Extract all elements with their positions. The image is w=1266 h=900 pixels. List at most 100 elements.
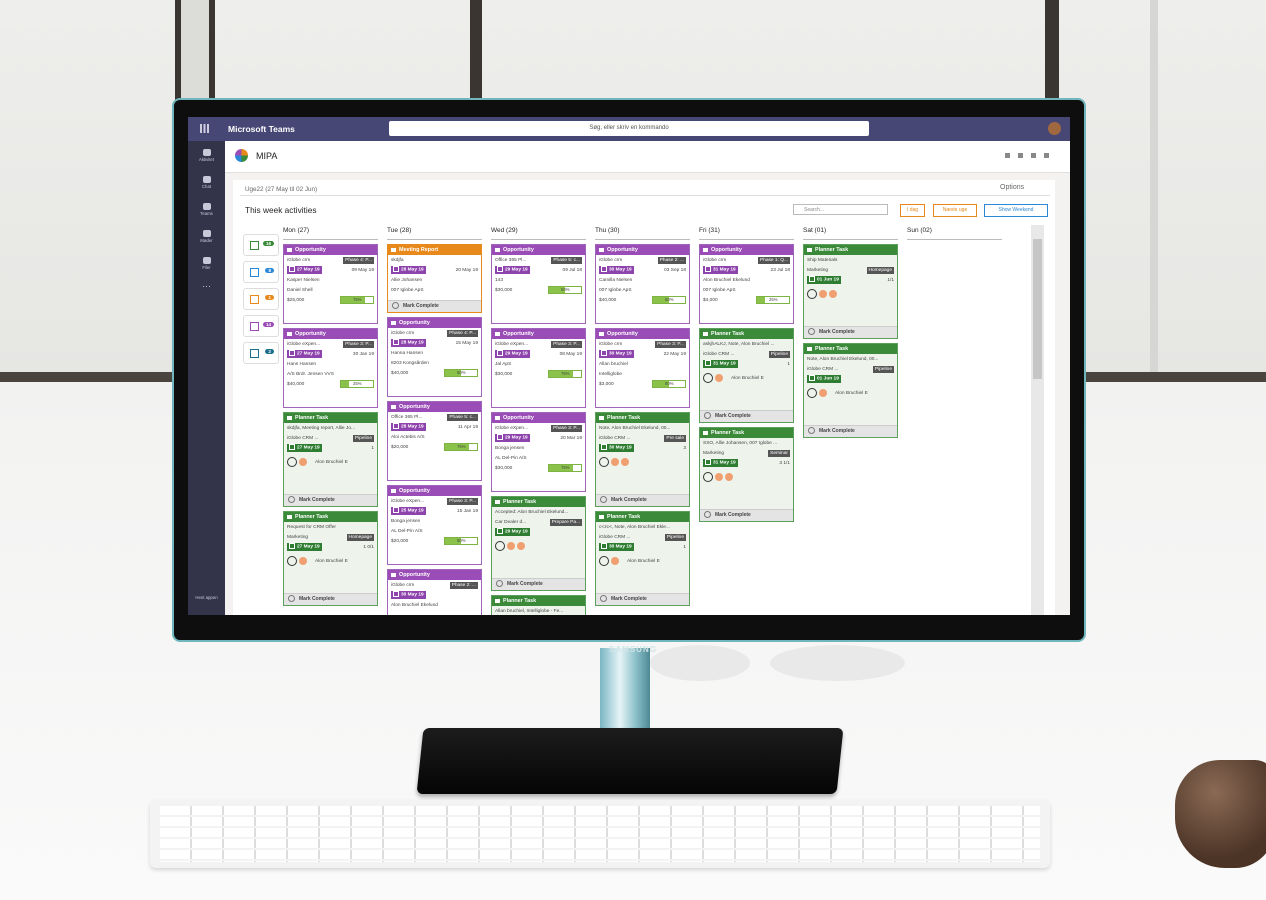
complete-circle (704, 412, 711, 420)
mark-complete[interactable]: Mark Complete (388, 300, 481, 312)
show-weekend-button[interactable]: Show Weekend (984, 204, 1048, 217)
label-chip: Pipeline (872, 365, 894, 373)
header-actions[interactable] (1005, 153, 1055, 158)
activity-card[interactable]: Planner Task Accepted: Alon Bruchiel Ekel… (491, 496, 586, 591)
get-app[interactable]: Hent appen (195, 595, 218, 600)
activity-card[interactable]: Opportunity iGlobe eXpen... Phase 3: P... 2… (491, 328, 586, 408)
activity-card[interactable]: Planner Task skdjfa, Meeting report, Alli… (283, 412, 378, 507)
activity-card[interactable]: Planner Task Allan bruchiel, Intelliglobe… (491, 595, 586, 615)
activity-card[interactable]: Opportunity iGlobe crm Phase 2: ... 30 May … (387, 569, 482, 615)
filter-button[interactable]: 2 (243, 342, 279, 364)
mark-complete[interactable]: Mark Complete (596, 593, 689, 605)
activity-card[interactable]: Meeting Report skdjfa 28 May 19 20 May 19 Al… (387, 244, 482, 313)
date: 28 May 19 (401, 267, 424, 273)
calendar-icon (601, 542, 607, 549)
action-label: Mark Complete (507, 581, 543, 587)
label-chip: Homepage (346, 533, 374, 541)
search-box[interactable]: Search... (793, 204, 888, 215)
activity-card[interactable]: Opportunity iGlobe eXpen... Phase 3: P... 2… (491, 412, 586, 492)
day-column: Sun (02) (907, 227, 1002, 244)
avatar (819, 290, 827, 298)
activity-card[interactable]: Planner Task Request for CRM Offer Marketi… (283, 511, 378, 606)
mark-complete[interactable]: Mark Complete (700, 410, 793, 422)
activity-card[interactable]: Opportunity iGlobe crm Phase 3: P... 30 May… (595, 328, 690, 408)
card-row: 30 May 19 3 (596, 443, 689, 453)
mouse (1175, 760, 1266, 868)
rail-item[interactable]: Chat (188, 176, 225, 189)
card-row: 01 Jun 19 (804, 374, 897, 384)
date-chip: 30 May 19 (599, 542, 634, 552)
options-toggle[interactable]: Options (1000, 184, 1025, 191)
activity-card[interactable]: Planner Task Note, Alon Bruchiel Ekelund,… (595, 412, 690, 507)
mark-complete[interactable]: Mark Complete (284, 593, 377, 605)
card-row: $20,000 75% (388, 442, 481, 452)
mark-complete[interactable]: Mark Complete (284, 494, 377, 506)
avatar (819, 389, 827, 397)
type-icon (391, 320, 396, 325)
rail-item[interactable]: Aktivitet (188, 149, 225, 162)
progress-fill (445, 444, 469, 450)
command-search[interactable]: Søg, eller skriv en kommando (389, 121, 869, 136)
activity-card[interactable]: Opportunity iGlobe crm Phase 2: ... 30 May … (595, 244, 690, 324)
card-type: Opportunity (399, 320, 430, 326)
card-row: iGlobe eXpen... Phase 3: P... (492, 423, 585, 433)
due-date: 30 Jan 19 (352, 351, 374, 357)
screen: Microsoft Teams Søg, eller skriv en komm… (188, 117, 1070, 615)
activity-card[interactable]: Opportunity iGlobe eXpen... Phase 3: P... 2… (387, 485, 482, 565)
activity-card[interactable]: Opportunity iGlobe eXpen... Phase 3: P... 2… (283, 328, 378, 408)
rail-item[interactable]: Teams (188, 203, 225, 216)
activity-card[interactable]: Opportunity iGlobe crm Phase 4: P... 28 May… (387, 317, 482, 397)
filter-button[interactable]: 8 (243, 261, 279, 283)
user-avatar[interactable] (1048, 122, 1061, 135)
card-row: 31 May 19 1 (700, 359, 793, 369)
mark-complete[interactable]: Mark Complete (804, 425, 897, 437)
card-row: Bonga jensen (388, 516, 481, 526)
activity-card[interactable]: Planner Task Note, Alon Bruchiel Ekelund,… (803, 343, 898, 438)
mark-complete[interactable]: Mark Complete (492, 578, 585, 590)
teams-title: Microsoft Teams (228, 124, 295, 134)
filter-button[interactable]: 1 (243, 288, 279, 310)
activity-card[interactable]: Opportunity iGlobe crm Phase 4: P... 27 May… (283, 244, 378, 324)
date: 01 Jun 19 (817, 277, 839, 283)
type-icon (495, 247, 500, 252)
activity-card[interactable]: Planner Task c<zc<, Note, Alon Bruchiel E… (595, 511, 690, 606)
label-chip: Seminar (768, 449, 790, 457)
type-icon (391, 404, 396, 409)
stage-chip: Phase 3: P... (551, 424, 582, 432)
progress-bar: 75% (548, 370, 582, 378)
filter-button[interactable]: 16 (243, 234, 279, 256)
activity-card[interactable]: Planner Task SSO, Allie Johansen, 007 Igl… (699, 427, 794, 522)
activity-card[interactable]: Opportunity iGlobe crm Phase 1: Q... 31 May… (699, 244, 794, 324)
card-row: 30 May 19 1 (596, 542, 689, 552)
scrollbar[interactable] (1031, 225, 1044, 615)
rail-item[interactable]: Filer (188, 257, 225, 270)
app-name: MIPA (256, 151, 278, 161)
company: A/S Brdr. Jensen VVS (287, 371, 334, 377)
mark-complete[interactable]: Mark Complete (700, 509, 793, 521)
date-chip: 29 May 19 (495, 433, 530, 443)
task-title: askjhALKJ, Note, Alon Bruchiel ... (703, 341, 775, 347)
card-row: askjhALKJ, Note, Alon Bruchiel ... (700, 339, 793, 349)
date: 31 May 19 (713, 267, 736, 273)
activity-card[interactable]: Planner Task askjhALKJ, Note, Alon Bruchi… (699, 328, 794, 423)
card-header: Planner Task (804, 344, 897, 354)
card-title: iGlobe eXpen... (287, 341, 321, 347)
mark-complete[interactable]: Mark Complete (804, 326, 897, 338)
date: 30 May 19 (609, 544, 632, 550)
stage-chip: Phase 5: c... (447, 413, 478, 421)
card-title: iGlobe crm (287, 257, 311, 263)
card-title: iGlobe eXpen... (391, 498, 425, 504)
app-launcher[interactable] (200, 124, 209, 133)
activity-card[interactable]: Planner Task Ship Materials Marketing Homep… (803, 244, 898, 339)
filter-button[interactable]: 14 (243, 315, 279, 337)
more-apps[interactable]: ··· (202, 281, 211, 291)
card-row: 007 Iglobe ApS (388, 285, 481, 295)
mark-complete[interactable]: Mark Complete (596, 494, 689, 506)
next-week-button[interactable]: Næste uge (933, 204, 977, 217)
activity-card[interactable]: Opportunity Office 365 Pl... Phase 5: c...… (387, 401, 482, 481)
progress-fill (445, 538, 461, 544)
rail-item[interactable]: Møder (188, 230, 225, 243)
card-row: Note, Alon Bruchiel Ekelund, 00... (596, 423, 689, 433)
activity-card[interactable]: Opportunity Office 365 Pl... Phase 5: c...… (491, 244, 586, 324)
today-button[interactable]: I dag (900, 204, 925, 217)
